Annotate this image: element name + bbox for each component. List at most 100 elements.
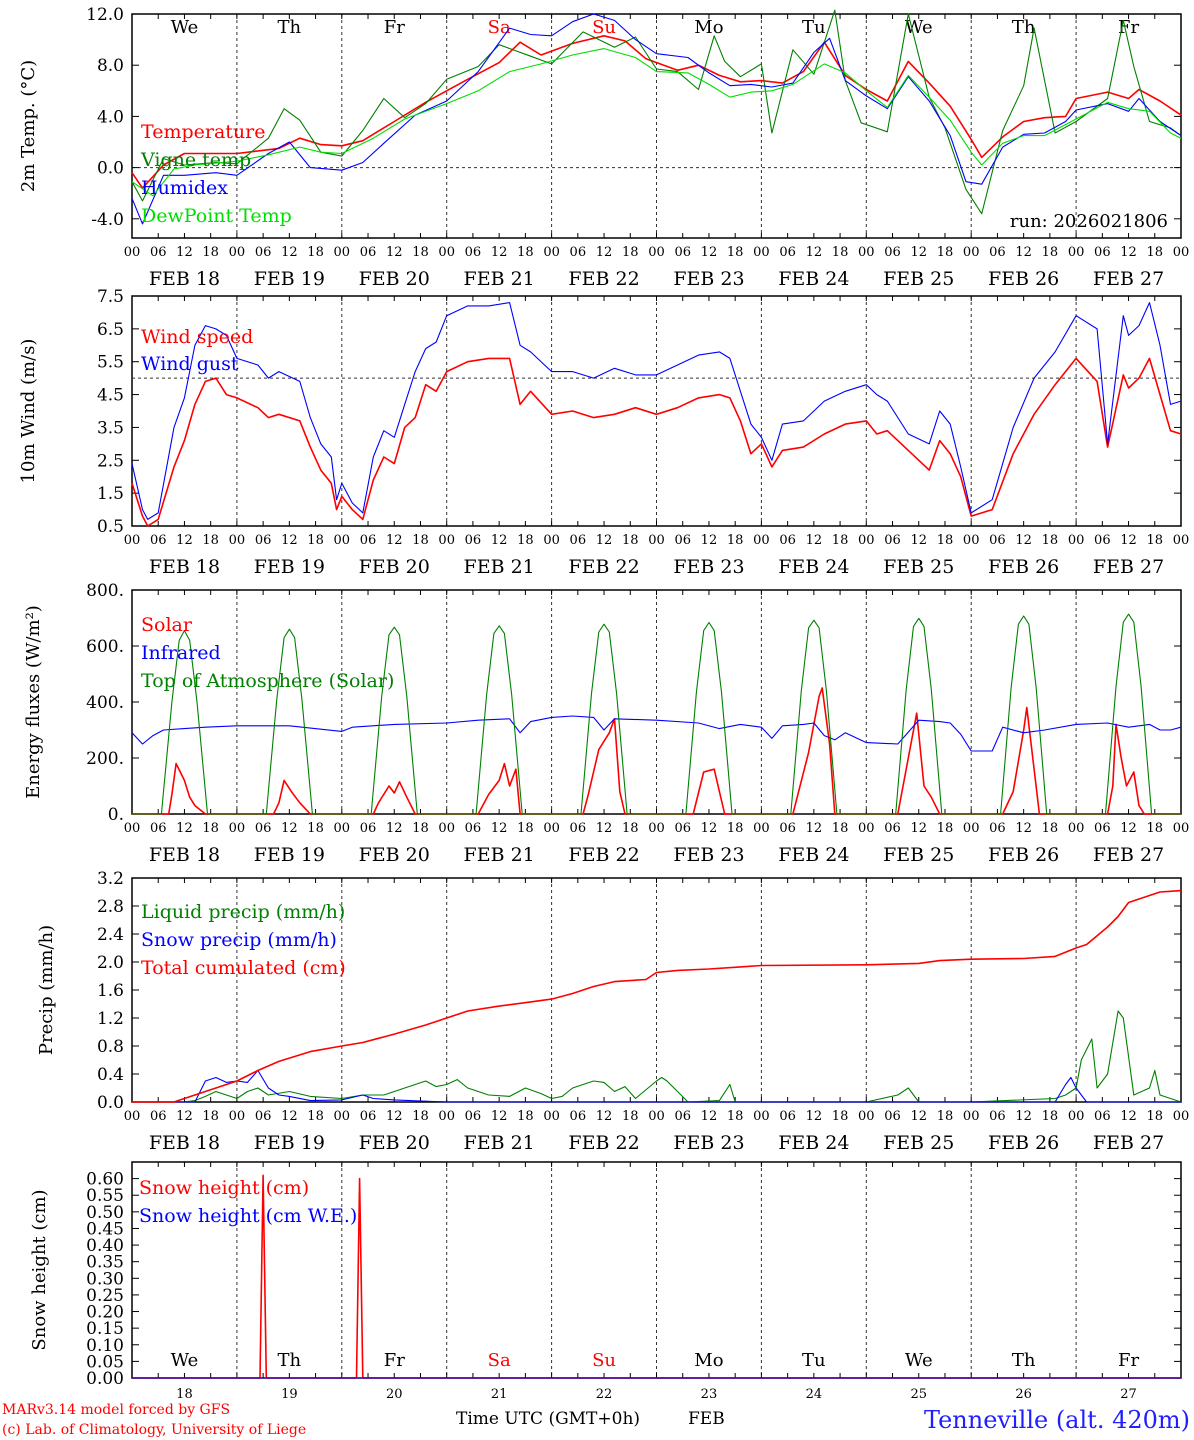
day-number-label: 22	[596, 1387, 613, 1402]
hour-tick-label: 00	[1068, 245, 1085, 260]
hour-tick-label: 12	[701, 245, 718, 260]
hour-tick-label: 06	[465, 821, 482, 836]
y-tick-label: -4.0	[91, 210, 124, 230]
month-label: FEB	[688, 1409, 725, 1429]
hour-tick-label: 06	[255, 533, 272, 548]
hour-tick-label: 06	[570, 1109, 587, 1124]
hour-tick-label: 18	[517, 533, 534, 548]
date-label: FEB 22	[568, 844, 639, 866]
hour-tick-label: 06	[1094, 245, 1111, 260]
hour-tick-label: 00	[229, 245, 246, 260]
date-label: FEB 23	[673, 844, 744, 866]
hour-tick-label: 06	[150, 821, 167, 836]
y-tick-label: 1.6	[97, 981, 124, 1001]
hour-tick-label: 06	[884, 533, 901, 548]
hour-tick-label: 18	[727, 821, 744, 836]
hour-tick-label: 06	[779, 533, 796, 548]
date-label: FEB 23	[673, 268, 744, 290]
legend-label: Snow precip (mm/h)	[141, 929, 337, 951]
y-tick-label: 3.5	[97, 418, 124, 438]
date-label: FEB 19	[254, 1132, 325, 1154]
hour-tick-label: 12	[386, 533, 403, 548]
legend-label: Total cumulated (cm)	[141, 957, 346, 979]
hour-tick-label: 00	[1068, 533, 1085, 548]
hour-tick-label: 18	[412, 821, 429, 836]
date-label: FEB 21	[464, 268, 535, 290]
hour-tick-label: 18	[307, 245, 324, 260]
series-line-vigne-temp	[131, 9, 1182, 215]
hour-tick-label: 12	[806, 1109, 823, 1124]
hour-tick-label: 18	[412, 1109, 429, 1124]
y-axis-label: Energy fluxes (W/m²)	[23, 605, 44, 799]
date-label: FEB 20	[359, 556, 430, 578]
day-number-label: 24	[806, 1387, 823, 1402]
y-tick-label: 600.	[86, 637, 124, 657]
weekday-label: Mo	[694, 1350, 723, 1371]
legend-label: Wind gust	[141, 353, 239, 375]
date-label: FEB 24	[778, 844, 849, 866]
date-label: FEB 22	[568, 556, 639, 578]
date-label: FEB 27	[1093, 844, 1164, 866]
date-label: FEB 24	[778, 1132, 849, 1154]
hour-tick-label: 00	[858, 1109, 875, 1124]
hour-tick-label: 12	[910, 1109, 927, 1124]
hour-tick-label: 06	[465, 245, 482, 260]
hour-tick-label: 18	[937, 821, 954, 836]
hour-tick-label: 18	[307, 533, 324, 548]
hour-tick-label: 12	[281, 533, 298, 548]
date-label: FEB 23	[673, 1132, 744, 1154]
day-number-label: 20	[386, 1387, 403, 1402]
hour-tick-label: 18	[1147, 821, 1164, 836]
day-number-label: 27	[1120, 1387, 1137, 1402]
y-tick-label: 2.0	[97, 953, 124, 973]
y-tick-label: 0.45	[86, 1219, 124, 1239]
y-tick-label: 7.5	[97, 287, 124, 307]
date-label: FEB 24	[778, 268, 849, 290]
date-label: FEB 19	[254, 844, 325, 866]
weekday-label: Fr	[384, 1350, 405, 1371]
weekday-label: We	[905, 1350, 933, 1371]
hour-tick-label: 18	[1042, 533, 1059, 548]
date-label: FEB 18	[149, 268, 220, 290]
y-tick-label: 0.60	[86, 1170, 124, 1190]
hour-tick-label: 06	[465, 1109, 482, 1124]
date-label: FEB 25	[883, 268, 954, 290]
hour-tick-label: 00	[543, 533, 560, 548]
y-tick-label: 12.0	[86, 5, 124, 25]
date-label: FEB 21	[464, 844, 535, 866]
y-axis-label: 2m Temp. (°C)	[18, 60, 39, 192]
hour-tick-label: 18	[727, 533, 744, 548]
legend-label: DewPoint Temp	[141, 205, 292, 227]
weekday-label: Fr	[384, 17, 405, 38]
x-axis-title: Time UTC (GMT+0h)	[456, 1409, 640, 1429]
hour-tick-label: 18	[1147, 1109, 1164, 1124]
hour-tick-label: 18	[832, 533, 849, 548]
hour-tick-label: 18	[202, 533, 219, 548]
panel-snow: 0.000.050.100.150.200.250.300.350.400.45…	[29, 1161, 1182, 1402]
hour-tick-label: 12	[910, 533, 927, 548]
hour-tick-label: 18	[937, 1109, 954, 1124]
hour-tick-label: 00	[963, 533, 980, 548]
date-label: FEB 27	[1093, 556, 1164, 578]
date-label: FEB 27	[1093, 1132, 1164, 1154]
y-tick-label: 2.4	[97, 925, 124, 945]
weekday-label: Su	[592, 17, 616, 38]
weekday-label: Sa	[488, 17, 511, 38]
date-label: FEB 27	[1093, 268, 1164, 290]
hour-tick-label: 18	[622, 533, 639, 548]
day-number-label: 18	[176, 1387, 193, 1402]
date-label: FEB 20	[359, 268, 430, 290]
date-label: FEB 19	[254, 268, 325, 290]
weekday-label: Th	[278, 17, 302, 38]
weekday-label: Fr	[1118, 1350, 1139, 1371]
hour-tick-label: 18	[832, 245, 849, 260]
footer: MARv3.14 model forced by GFS (c) Lab. of …	[2, 1402, 1190, 1438]
hour-tick-label: 06	[570, 245, 587, 260]
hour-tick-label: 12	[806, 533, 823, 548]
date-label: FEB 18	[149, 844, 220, 866]
weekday-label: Th	[1012, 17, 1036, 38]
hour-tick-label: 06	[779, 821, 796, 836]
y-tick-label: 0.40	[86, 1236, 124, 1256]
weekday-label: Tu	[802, 17, 826, 38]
